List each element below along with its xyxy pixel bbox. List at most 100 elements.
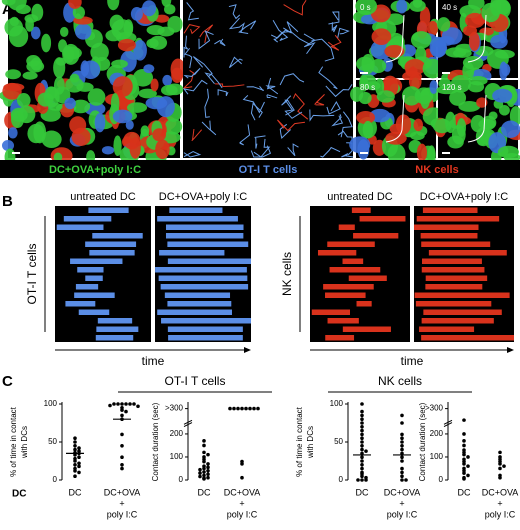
time-label: 40 s bbox=[442, 3, 457, 12]
data-point bbox=[400, 470, 404, 475]
cell bbox=[63, 45, 75, 63]
x-label: time bbox=[401, 354, 424, 368]
track-curve bbox=[467, 14, 487, 63]
cell bbox=[476, 97, 488, 108]
data-point bbox=[120, 455, 124, 460]
data-point bbox=[360, 425, 364, 429]
block-title: untreated DC bbox=[70, 191, 135, 203]
cell bbox=[72, 5, 85, 20]
data-point bbox=[120, 444, 124, 448]
data-point bbox=[202, 476, 206, 480]
cell bbox=[24, 14, 39, 23]
caption: OT-I T cells bbox=[239, 164, 298, 176]
contact-bar bbox=[164, 292, 231, 298]
cell bbox=[17, 105, 36, 124]
x-tick-label: poly I:C bbox=[485, 509, 516, 519]
track bbox=[217, 89, 229, 97]
y-tick-label: 0 bbox=[53, 475, 58, 484]
data-point bbox=[120, 466, 124, 471]
contact-bar bbox=[414, 224, 479, 230]
contact-bar bbox=[70, 258, 123, 264]
data-point bbox=[360, 466, 364, 471]
data-point bbox=[360, 432, 364, 437]
extra-label: DC bbox=[12, 489, 26, 500]
track bbox=[340, 111, 353, 138]
cell bbox=[15, 4, 31, 15]
contact-bar bbox=[157, 309, 232, 315]
cell bbox=[164, 118, 183, 135]
track bbox=[266, 94, 278, 99]
y-tick-label: 100 bbox=[330, 399, 344, 408]
cell bbox=[1, 140, 15, 151]
data-point bbox=[202, 473, 206, 478]
x-tick-label: DC+OVA bbox=[482, 487, 519, 497]
cell bbox=[59, 26, 69, 37]
cell bbox=[140, 125, 150, 137]
track bbox=[254, 135, 266, 149]
time-label: 120 s bbox=[442, 83, 462, 92]
data-point bbox=[128, 402, 132, 406]
contact-bar bbox=[77, 267, 104, 273]
y-label: NK cells bbox=[280, 252, 294, 296]
data-point bbox=[462, 439, 466, 443]
contact-bar bbox=[428, 250, 507, 256]
cell bbox=[376, 90, 395, 103]
data-point bbox=[360, 409, 364, 414]
data-point bbox=[77, 464, 81, 469]
data-point bbox=[73, 459, 77, 463]
contact-bar bbox=[425, 275, 488, 281]
cell bbox=[30, 26, 41, 40]
track bbox=[182, 70, 195, 89]
group-title: OT-I T cells bbox=[165, 374, 226, 388]
data-point bbox=[466, 473, 470, 478]
track bbox=[273, 30, 292, 43]
x-tick-label: DC+OVA bbox=[104, 487, 141, 497]
cell bbox=[349, 136, 371, 154]
cell bbox=[69, 116, 87, 134]
contact-bar bbox=[351, 207, 371, 213]
cell bbox=[361, 53, 375, 75]
contact-bar bbox=[88, 207, 129, 213]
data-point bbox=[240, 406, 244, 411]
data-point bbox=[360, 402, 364, 406]
data-point bbox=[124, 402, 128, 406]
cell bbox=[396, 0, 408, 14]
cell bbox=[107, 0, 120, 11]
data-point bbox=[360, 447, 364, 452]
cell bbox=[143, 64, 155, 74]
data-point bbox=[360, 440, 364, 444]
track bbox=[191, 128, 203, 142]
contact-bar bbox=[325, 335, 355, 341]
contact-bar bbox=[422, 207, 478, 213]
data-point bbox=[360, 451, 364, 456]
data-point bbox=[400, 444, 404, 448]
cell bbox=[132, 69, 154, 87]
track bbox=[292, 93, 309, 120]
track bbox=[281, 95, 295, 116]
contact-bar bbox=[95, 335, 134, 341]
data-point bbox=[108, 403, 112, 408]
track bbox=[250, 145, 272, 158]
y-tick-label: 0 bbox=[439, 475, 444, 484]
data-point bbox=[77, 446, 81, 450]
y-label: Contact duration (sec) bbox=[151, 402, 160, 481]
data-point bbox=[400, 478, 404, 482]
contact-bar bbox=[167, 326, 243, 332]
cell bbox=[33, 121, 47, 144]
data-point bbox=[400, 432, 404, 437]
cell bbox=[142, 0, 157, 17]
contact-bar bbox=[421, 258, 482, 264]
data-point bbox=[73, 469, 77, 473]
cell bbox=[409, 0, 426, 12]
data-point bbox=[462, 418, 466, 422]
track bbox=[239, 124, 251, 146]
x-tick-label: + bbox=[497, 498, 502, 508]
data-point bbox=[466, 455, 470, 459]
y-tick-label: 50 bbox=[334, 437, 343, 446]
data-point bbox=[462, 471, 466, 475]
track bbox=[198, 30, 214, 50]
cell bbox=[26, 54, 41, 67]
cell bbox=[171, 67, 184, 83]
cell bbox=[447, 135, 464, 149]
data-point bbox=[120, 402, 124, 406]
